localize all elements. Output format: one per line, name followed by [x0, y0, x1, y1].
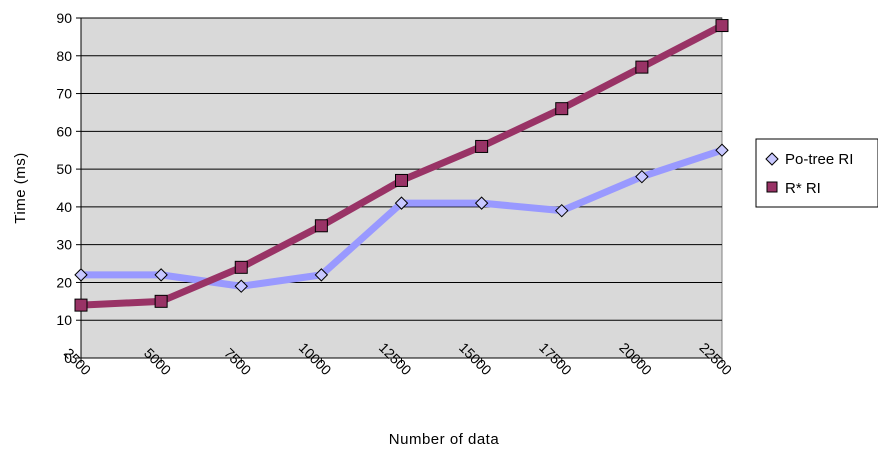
data-point-po-tree-ri — [394, 196, 409, 210]
x-axis-title: Number of data — [389, 431, 500, 448]
series-layer — [74, 19, 729, 312]
y-tick-label: 10 — [56, 312, 72, 328]
y-tick-labels: 0 10 20 30 40 50 60 70 80 90 — [56, 10, 72, 366]
y-tick-label: 20 — [56, 274, 72, 290]
y-tick-label: 50 — [56, 161, 72, 177]
legend-marker-r-star — [766, 181, 778, 193]
legend-label-r-star: R* RI — [785, 180, 821, 197]
data-point-po-tree-ri — [234, 279, 248, 293]
data-point-po-tree-ri — [474, 196, 489, 210]
data-point-r-ri — [555, 102, 569, 116]
y-tick-label: 70 — [56, 86, 72, 102]
data-point-r-ri — [314, 219, 328, 233]
gridlines — [81, 17, 722, 321]
data-point-r-ri — [74, 298, 88, 312]
data-point-po-tree-ri — [74, 268, 88, 282]
data-point-r-ri — [395, 173, 408, 187]
y-tick-label: 90 — [56, 10, 72, 26]
data-point-po-tree-ri — [314, 268, 329, 282]
data-point-po-tree-ri — [715, 143, 729, 157]
y-tick-label: 60 — [56, 123, 72, 139]
data-point-po-tree-ri — [635, 169, 649, 184]
y-tick-label: 80 — [56, 48, 72, 64]
legend-label-po-tree: Po-tree RI — [785, 151, 853, 168]
data-point-r-ri — [715, 19, 729, 33]
y-tick-label: 30 — [56, 237, 72, 253]
data-point-po-tree-ri — [555, 203, 569, 218]
plot-area — [80, 17, 723, 359]
data-point-po-tree-ri — [154, 268, 168, 282]
data-point-r-ri — [475, 139, 489, 153]
y-tick-label: 0 — [64, 350, 72, 366]
axes — [76, 17, 723, 363]
legend: Po-tree RI R* RI — [755, 138, 878, 208]
y-tick-label: 40 — [56, 199, 72, 215]
data-point-r-ri — [234, 260, 248, 274]
legend-box — [755, 138, 878, 208]
y-axis-title: Time (ms) — [12, 152, 29, 223]
data-point-r-ri — [154, 294, 168, 308]
legend-marker-po-tree — [765, 152, 779, 166]
data-point-r-ri — [635, 60, 649, 74]
